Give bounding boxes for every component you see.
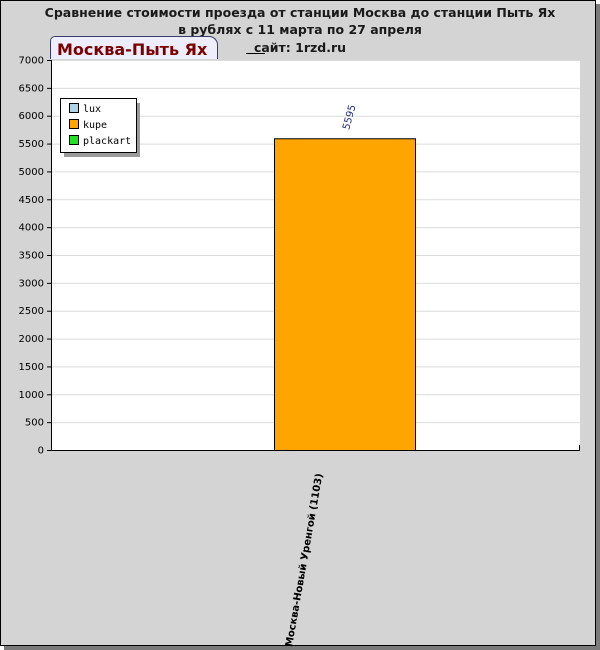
y-tick-label: 1000 (19, 390, 44, 401)
legend-label-plackart: plackart (83, 136, 131, 147)
chart-title-line-2: в рублях с 11 марта по 27 апреля (178, 22, 422, 37)
legend-label-kupe: kupe (83, 120, 107, 131)
y-tick-label: 500 (25, 418, 44, 429)
y-tick-label: 5500 (19, 139, 44, 150)
y-tick-label: 3000 (19, 278, 44, 289)
y-tick-label: 3500 (19, 251, 44, 262)
chart-title-line-1: Сравнение стоимости проезда от станции М… (44, 5, 556, 20)
y-tick-label: 2000 (19, 334, 44, 345)
route-tab[interactable]: Москва-Пыть Ях (50, 36, 218, 59)
y-tick-label: 6500 (19, 83, 44, 94)
y-tick-label: 4000 (19, 223, 44, 234)
legend-swatch-lux (69, 103, 79, 113)
y-tick-label: 4500 (19, 195, 44, 206)
legend-label-lux: lux (83, 104, 101, 115)
y-tick-label: 5000 (19, 167, 44, 178)
chart-title-line-3: сайт: 1rzd.ru (253, 40, 347, 55)
y-tick-label: 2500 (19, 306, 44, 317)
y-tick-label: 0 (38, 446, 44, 457)
y-tick-label: 1500 (19, 362, 44, 373)
y-tick-label: 6000 (19, 111, 44, 122)
legend-swatch-plackart (69, 135, 79, 145)
y-tick-label: 7000 (19, 56, 44, 67)
legend-swatch-kupe (69, 119, 79, 129)
category-label: Москва-Новый Уренгой (1103) (284, 473, 325, 648)
bar-kupe (274, 138, 416, 451)
title-underline (246, 53, 265, 54)
